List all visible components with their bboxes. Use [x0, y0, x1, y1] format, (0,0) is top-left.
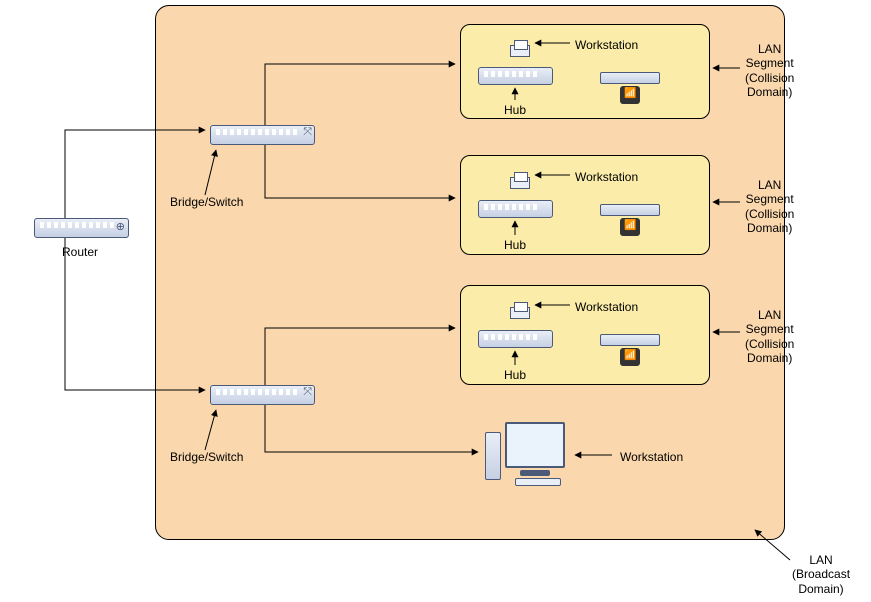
hub-label: Hub [504, 368, 526, 382]
wifi-antenna-icon [620, 86, 640, 104]
hub-icon [478, 200, 553, 218]
router-icon [34, 218, 129, 238]
workstation-small-icon [510, 307, 530, 319]
router-label: Router [62, 245, 98, 259]
lan-segment-label: LAN Segment (Collision Domain) [745, 42, 794, 100]
lan-segment-label: LAN Segment (Collision Domain) [745, 178, 794, 236]
switch-label: Bridge/Switch [170, 195, 243, 209]
hub-icon [478, 67, 553, 85]
wifi-device-icon [600, 334, 660, 346]
workstation-label: Workstation [620, 450, 683, 464]
wifi-device-icon [600, 204, 660, 216]
workstation-small-icon [510, 45, 530, 57]
workstation-small-icon [510, 177, 530, 189]
diagram-canvas: Router Bridge/Switch Bridge/Switch Hub H… [0, 0, 871, 602]
workstation-label: Workstation [575, 300, 638, 314]
switch-icon [210, 125, 315, 145]
hub-icon [478, 330, 553, 348]
wifi-antenna-icon [620, 218, 640, 236]
switch-label: Bridge/Switch [170, 450, 243, 464]
lan-broadcast-label: LAN (Broadcast Domain) [792, 553, 850, 596]
hub-label: Hub [504, 238, 526, 252]
wifi-antenna-icon [620, 348, 640, 366]
switch-icon [210, 385, 315, 405]
workstation-label: Workstation [575, 38, 638, 52]
workstation-label: Workstation [575, 170, 638, 184]
wifi-device-icon [600, 72, 660, 84]
lan-segment-label: LAN Segment (Collision Domain) [745, 308, 794, 366]
hub-label: Hub [504, 103, 526, 117]
